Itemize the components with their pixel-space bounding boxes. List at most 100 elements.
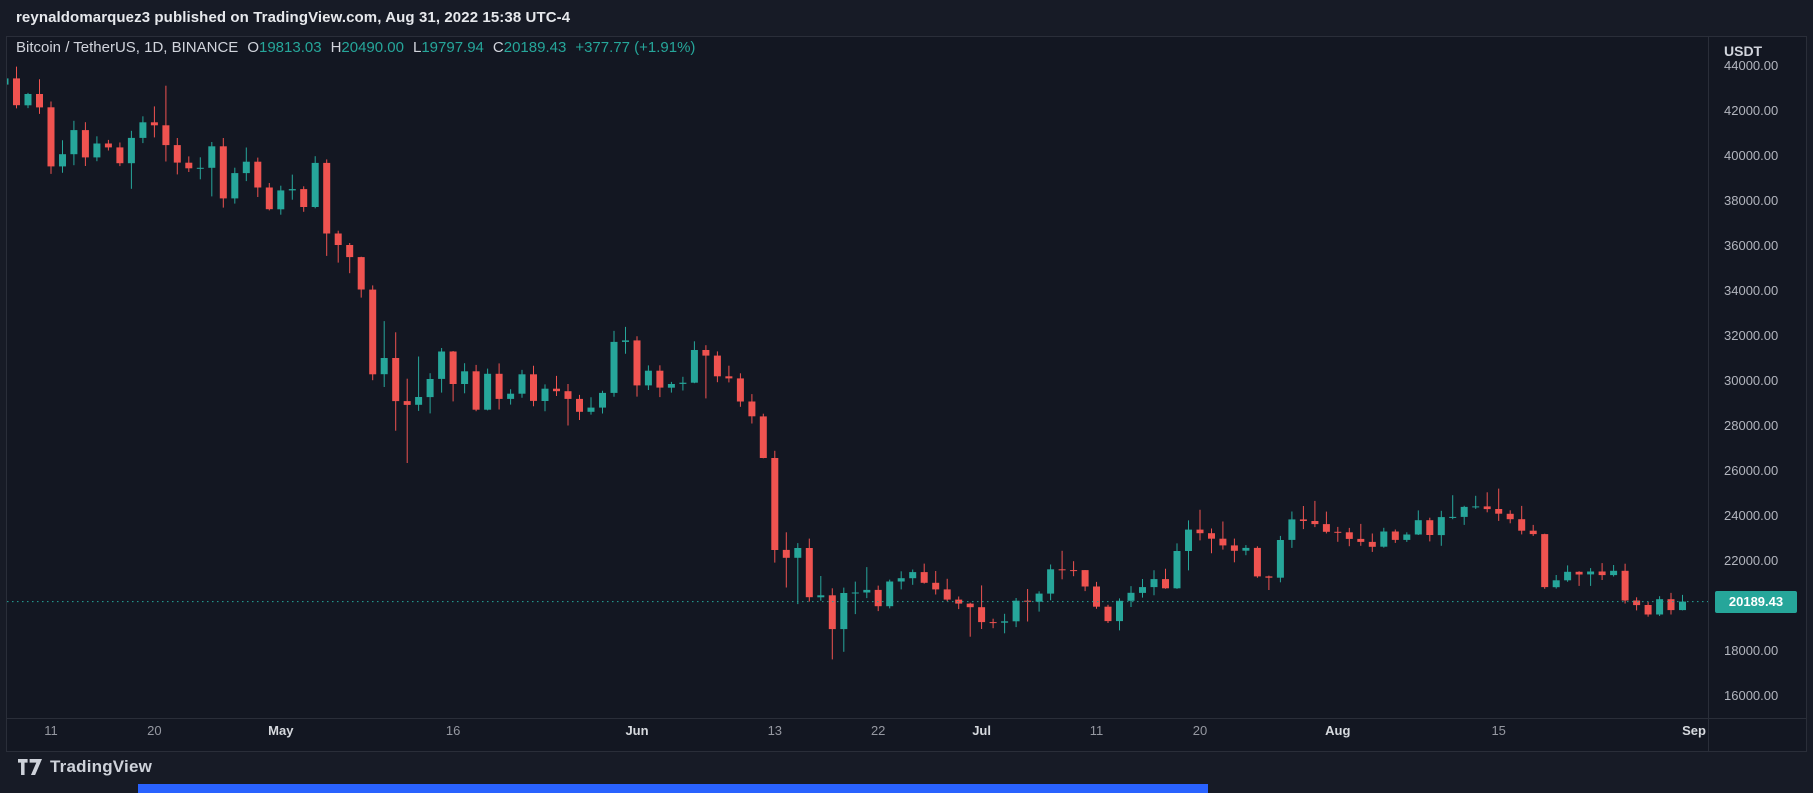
tradingview-brand-text: TradingView <box>50 757 153 776</box>
price-tick-label: 42000.00 <box>1724 102 1779 118</box>
candle <box>576 394 583 420</box>
candle <box>1541 533 1549 589</box>
candle <box>1380 527 1388 548</box>
candle <box>955 596 963 610</box>
price-tick-label: 32000.00 <box>1724 327 1779 343</box>
candle <box>1047 564 1055 601</box>
candle <box>1196 509 1204 541</box>
tradingview-logo-icon <box>18 759 42 775</box>
candle <box>59 140 66 173</box>
candle <box>1253 546 1261 578</box>
candle <box>1230 538 1238 563</box>
candle <box>1322 511 1330 534</box>
candle <box>553 375 560 396</box>
candle <box>909 569 917 585</box>
candle <box>1426 517 1434 542</box>
candle <box>311 156 319 209</box>
candle <box>1598 563 1606 580</box>
candle <box>449 351 457 402</box>
candle <box>472 364 480 412</box>
candle <box>36 79 43 114</box>
candle <box>978 585 986 629</box>
time-tick-label: 22 <box>870 723 886 738</box>
candle <box>897 571 905 590</box>
price-tick-label: 36000.00 <box>1724 237 1779 253</box>
time-tick-label: Jun <box>625 723 649 738</box>
candle <box>173 138 181 175</box>
candle <box>1449 495 1457 520</box>
bottom-accent-bar <box>138 784 1208 793</box>
candle <box>254 157 262 197</box>
published-header: reynaldomarquez3 published on TradingVie… <box>16 9 571 26</box>
candle <box>599 390 606 414</box>
last-price-badge: 20189.43 <box>1715 590 1797 613</box>
candle <box>139 116 147 144</box>
candle <box>81 122 89 166</box>
candle <box>1265 575 1273 590</box>
candle <box>748 394 756 424</box>
candle <box>1529 524 1537 536</box>
price-tick-label: 40000.00 <box>1724 147 1779 163</box>
candle <box>116 142 124 167</box>
candle <box>1242 545 1250 556</box>
time-tick-label: 15 <box>1491 723 1506 738</box>
candle <box>196 157 204 180</box>
candle <box>231 167 239 204</box>
candle <box>1173 543 1181 589</box>
candle <box>920 563 928 584</box>
candle <box>288 174 296 200</box>
candle <box>104 139 112 151</box>
candle <box>1288 511 1296 548</box>
time-tick-label: 13 <box>767 723 783 738</box>
candle <box>702 345 710 399</box>
candle <box>1058 550 1066 580</box>
candle <box>1414 510 1422 535</box>
candle <box>426 373 434 414</box>
candle <box>736 373 744 407</box>
chart-widget <box>6 36 1807 752</box>
time-tick-label: 11 <box>44 723 58 738</box>
candle <box>1116 598 1123 631</box>
candle <box>1679 594 1686 611</box>
candle <box>1633 597 1641 611</box>
candle <box>300 186 308 212</box>
candle <box>725 365 733 383</box>
tradingview-footer-link[interactable]: TradingView <box>18 757 152 777</box>
candle <box>759 413 767 459</box>
legend-close: C 20189.43 <box>492 39 567 56</box>
price-axis-separator <box>1708 37 1709 751</box>
candle <box>989 618 997 629</box>
chart-legend: Bitcoin / TetherUS, 1D, BINANCE O 19813.0… <box>16 39 695 56</box>
price-tick-label: 34000.00 <box>1724 282 1779 298</box>
candle <box>380 321 388 387</box>
candle <box>7 78 9 85</box>
candle <box>507 389 515 405</box>
legend-low: L 19797.94 <box>412 39 484 56</box>
candle <box>1345 527 1353 547</box>
candle <box>1667 592 1675 615</box>
candle <box>438 348 446 393</box>
candle <box>242 147 250 182</box>
candle <box>1139 579 1146 598</box>
candle <box>1150 570 1158 596</box>
price-tick-label: 44000.00 <box>1724 57 1779 73</box>
candle <box>610 330 618 397</box>
time-tick-label: 20 <box>147 723 162 738</box>
candle <box>1391 529 1399 543</box>
price-tick-label: 30000.00 <box>1724 372 1779 388</box>
candle <box>1472 495 1480 509</box>
candle <box>1518 505 1526 535</box>
candle <box>1552 575 1560 589</box>
candle <box>1368 533 1376 552</box>
candle <box>1656 596 1664 616</box>
legend-open: O 19813.03 <box>247 39 322 56</box>
candle <box>518 369 526 398</box>
candle <box>1208 528 1215 554</box>
candle <box>1460 505 1468 525</box>
candle <box>644 365 652 390</box>
candle <box>1035 591 1043 612</box>
candle <box>530 365 537 407</box>
candle <box>162 85 170 162</box>
